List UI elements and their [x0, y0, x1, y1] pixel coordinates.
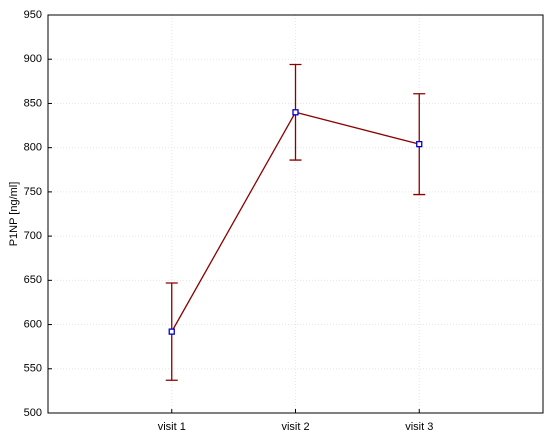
- y-tick-label: 850: [24, 97, 42, 109]
- x-tick-label: visit 2: [281, 421, 309, 433]
- y-tick-label: 600: [24, 318, 42, 330]
- y-tick-label: 750: [24, 186, 42, 198]
- y-tick-label: 700: [24, 230, 42, 242]
- marker: [168, 328, 175, 335]
- y-tick-label: 650: [24, 274, 42, 286]
- y-tick-label: 800: [24, 142, 42, 154]
- plot-frame: [47, 14, 544, 414]
- y-tick-label: 900: [24, 53, 42, 65]
- marker: [416, 140, 423, 148]
- x-tick-label: visit 3: [405, 421, 433, 433]
- y-axis-label: P1NP [ng/ml]: [8, 182, 20, 247]
- marker: [292, 109, 299, 116]
- y-tick-label: 550: [24, 363, 42, 375]
- x-tick-label: visit 1: [158, 421, 186, 433]
- y-tick-label: 500: [24, 407, 42, 419]
- y-tick-label: 950: [24, 9, 42, 21]
